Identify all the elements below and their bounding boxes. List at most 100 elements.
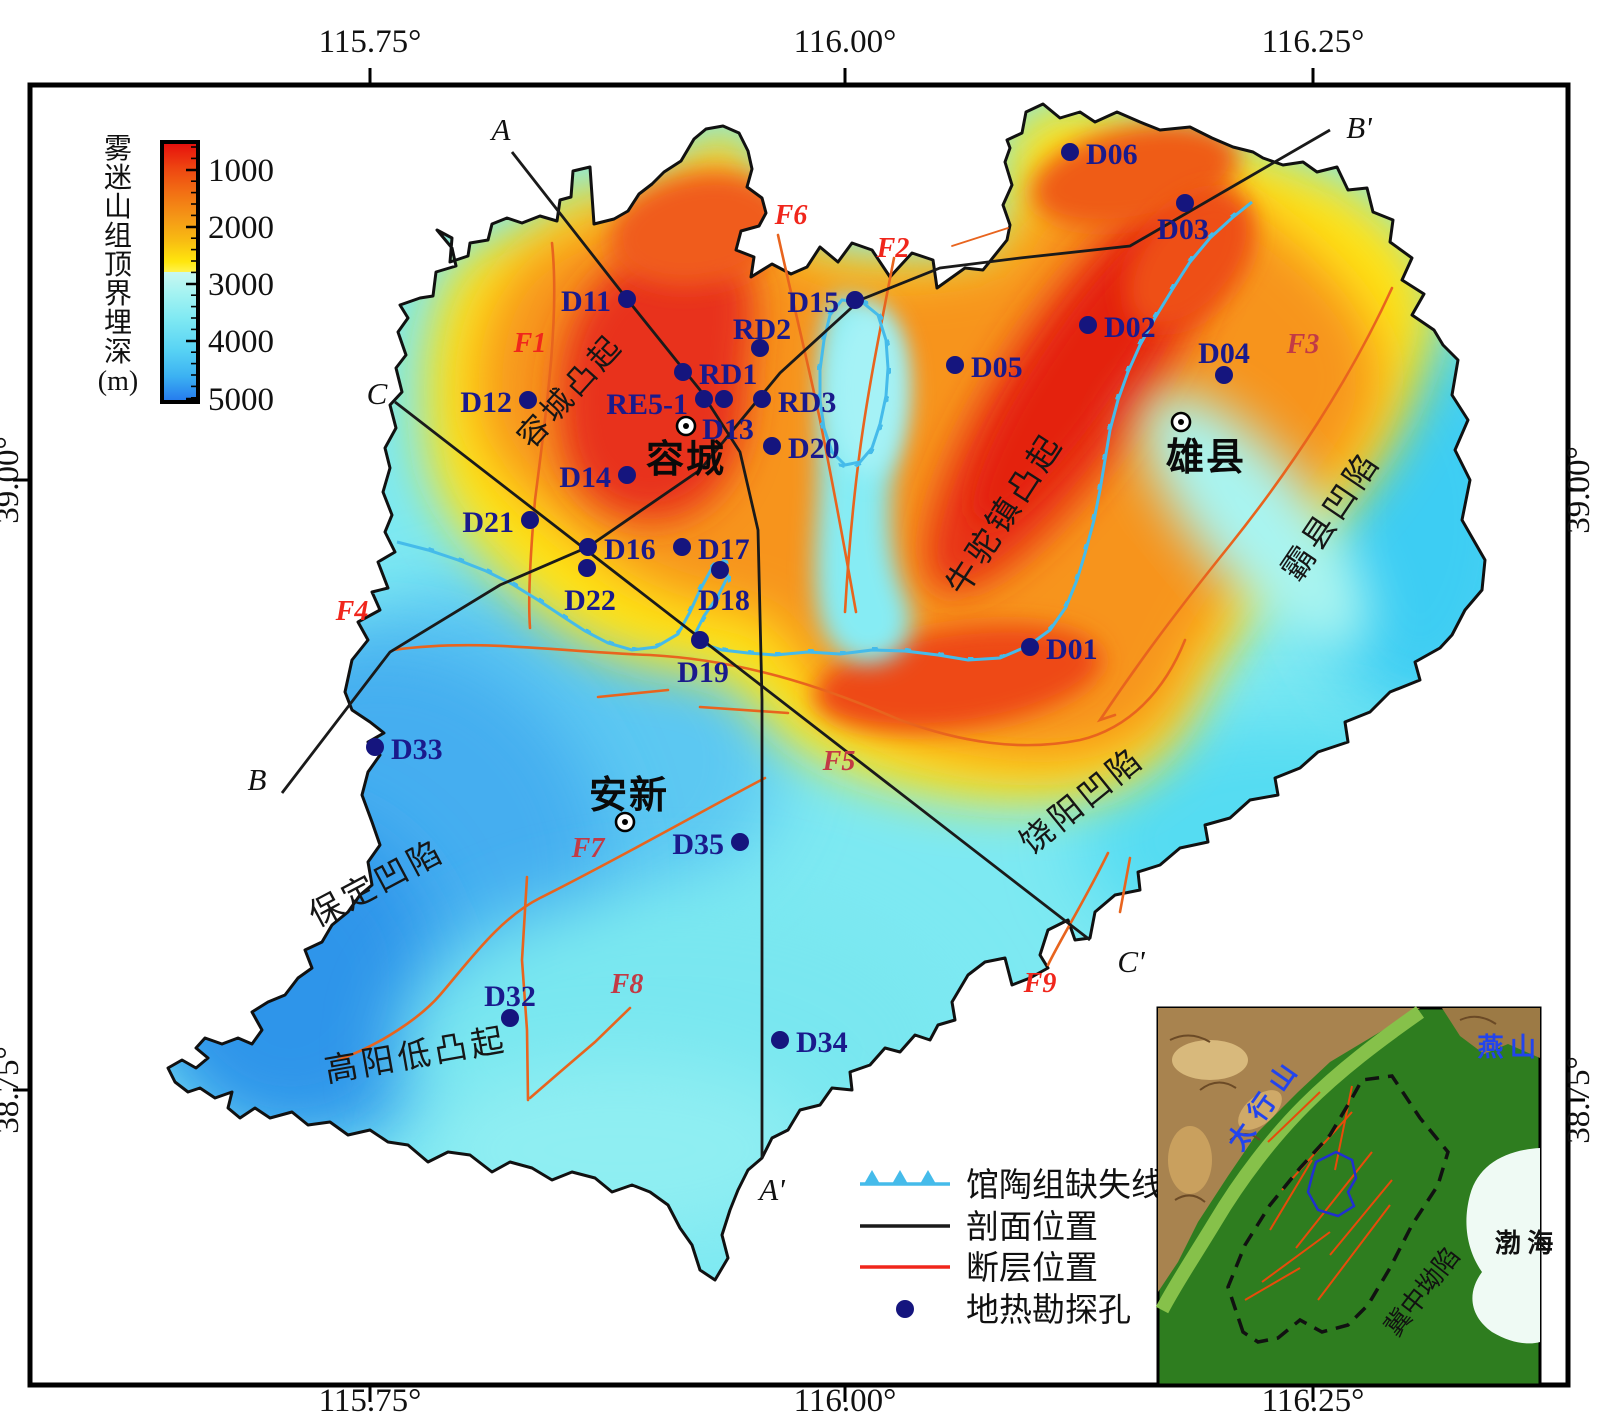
borehole-label-D18: D18 [698, 584, 750, 617]
borehole-dot-D02 [1079, 316, 1097, 334]
fault-label-F2: F2 [876, 233, 910, 264]
borehole-dot-D19 [691, 631, 709, 649]
borehole-label-D17: D17 [698, 533, 750, 566]
borehole-dot-D17 [673, 538, 691, 556]
inset-jizhong-outline [1226, 1074, 1450, 1344]
borehole-label-D06: D06 [1086, 138, 1138, 171]
borehole-label-D14: D14 [559, 461, 611, 494]
colorbar-tick-1000: 1000 [208, 153, 274, 189]
borehole-label-D11: D11 [561, 285, 611, 318]
inset-green-fringe [1155, 1006, 1425, 1314]
colorbar: 雾迷山组顶界埋深(m) 1000 2000 3000 4000 5000 [98, 134, 274, 418]
axis-left-1: 39.00° [0, 436, 26, 523]
legend-label-borehole: 地热勘探孔 [966, 1292, 1131, 1329]
borehole-label-D22: D22 [564, 584, 616, 617]
borehole-label-D05: D05 [971, 351, 1023, 384]
axis-bottom-1: 115.75° [319, 1383, 422, 1416]
borehole-dot-D18 [711, 561, 729, 579]
borehole-dot-D32 [501, 1009, 519, 1027]
city-label: 容城 [646, 439, 726, 481]
borehole-dot-D12 [519, 391, 537, 409]
borehole-dot-D33 [366, 738, 384, 756]
borehole-dot-D06 [1061, 143, 1079, 161]
axis-left-2: 38.75° [0, 1046, 26, 1133]
fault-label-F1: F1 [513, 328, 547, 359]
borehole-label-RD1: RD1 [699, 358, 757, 391]
legend-label-fault: 断层位置 [966, 1250, 1098, 1287]
borehole-label-D35: D35 [672, 828, 724, 861]
fault-label-F8: F8 [610, 969, 644, 1000]
borehole-label-D12: D12 [460, 386, 512, 419]
section-label-B': B' [1346, 110, 1373, 145]
borehole-dot-D05 [946, 356, 964, 374]
borehole-label-RE5-1: RE5-1 [606, 388, 688, 421]
axis-right-1: 39.00° [1561, 446, 1597, 533]
city-label: 安新 [589, 775, 669, 817]
axis-bottom-2: 116.00° [794, 1383, 897, 1416]
fault-labels: F1 F2 F3 F4 F5 F6 F7 F8 F9 [335, 200, 1320, 1000]
colorbar-tick-2000: 2000 [208, 210, 274, 246]
borehole-dot-D16 [579, 538, 597, 556]
section-labels: A A' B B' C C' [248, 110, 1374, 1207]
fault-label-F3: F3 [1286, 329, 1320, 360]
fault-dash-1 [596, 688, 670, 699]
borehole-label-D16: D16 [604, 533, 656, 566]
inset-label-bohai: 渤 海 [1495, 1229, 1554, 1258]
borehole-label-RD2: RD2 [733, 313, 791, 346]
borehole-dot-D01 [1021, 638, 1039, 656]
section-label-C': C' [1117, 944, 1146, 979]
fault-dash-2 [698, 705, 790, 715]
axis-right-2: 38.75° [1561, 1056, 1597, 1143]
borehole-label-D33: D33 [391, 733, 443, 766]
borehole-label-D21: D21 [462, 506, 514, 539]
colorbar-tick-3000: 3000 [208, 267, 274, 303]
borehole-dot-D21 [521, 511, 539, 529]
fault-f8-cross-line [520, 875, 530, 1102]
borehole-dot-D04 [1215, 366, 1233, 384]
borehole-label-D20: D20 [788, 432, 840, 465]
borehole-dot-D20 [763, 437, 781, 455]
axis-bottom-3: 116.25° [1262, 1383, 1365, 1416]
legend-label-guantao: 馆陶组缺失线 [966, 1167, 1164, 1204]
borehole-label-D34: D34 [796, 1026, 848, 1059]
guantao-line-symbol [860, 1170, 950, 1186]
borehole-label-D04: D04 [1198, 337, 1250, 370]
fault-f8-line [528, 1006, 632, 1100]
borehole-dot-D03 [1176, 194, 1194, 212]
borehole-dot-D11 [618, 290, 636, 308]
city-安新: 安新 [589, 775, 669, 833]
city-label: 雄县 [1166, 437, 1246, 479]
inset-yanshan-mountains [1442, 1008, 1540, 1058]
axis-top-3: 116.25° [1262, 24, 1365, 60]
fault-label-F9: F9 [1023, 968, 1057, 999]
map-legend: 馆陶组缺失线 剖面位置 断层位置 地热勘探孔 [860, 1167, 1164, 1329]
borehole-dot-D35 [731, 833, 749, 851]
fault-label-F5: F5 [822, 746, 856, 777]
borehole-dot-RD2 [751, 339, 769, 357]
borehole-label-D13: D13 [702, 413, 754, 446]
borehole-label-RD3: RD3 [778, 386, 836, 419]
borehole-label-D32: D32 [484, 980, 536, 1013]
borehole-label-D19: D19 [677, 656, 729, 689]
city-容城: 容城 [646, 415, 726, 481]
borehole-dot-D15 [846, 291, 864, 309]
colorbar-title: 雾迷山组顶界埋深(m) [98, 134, 138, 397]
borehole-label-D15: D15 [787, 286, 839, 319]
inset-taihang-mountains [1158, 1008, 1420, 1292]
borehole-label-D02: D02 [1104, 311, 1156, 344]
section-line-b [280, 128, 1331, 794]
borehole-layer: D06 D03 D02 D04 D05 D15 D11 RD2 RD1 RE5-1 D13 RD3 D2… [366, 138, 1250, 1059]
borehole-dot-D22 [578, 559, 596, 577]
section-label-B: B [248, 762, 267, 797]
colorbar-tick-4000: 4000 [208, 324, 274, 360]
inset-bohai-sea [1466, 1148, 1540, 1344]
borehole-label-D03: D03 [1157, 213, 1209, 246]
borehole-dot-RD1 [674, 363, 692, 381]
borehole-dot-RD3 [753, 390, 771, 408]
fault-label-F4: F4 [335, 596, 369, 627]
colorbar-tick-5000: 5000 [208, 382, 274, 418]
borehole-dot-D34 [771, 1031, 789, 1049]
